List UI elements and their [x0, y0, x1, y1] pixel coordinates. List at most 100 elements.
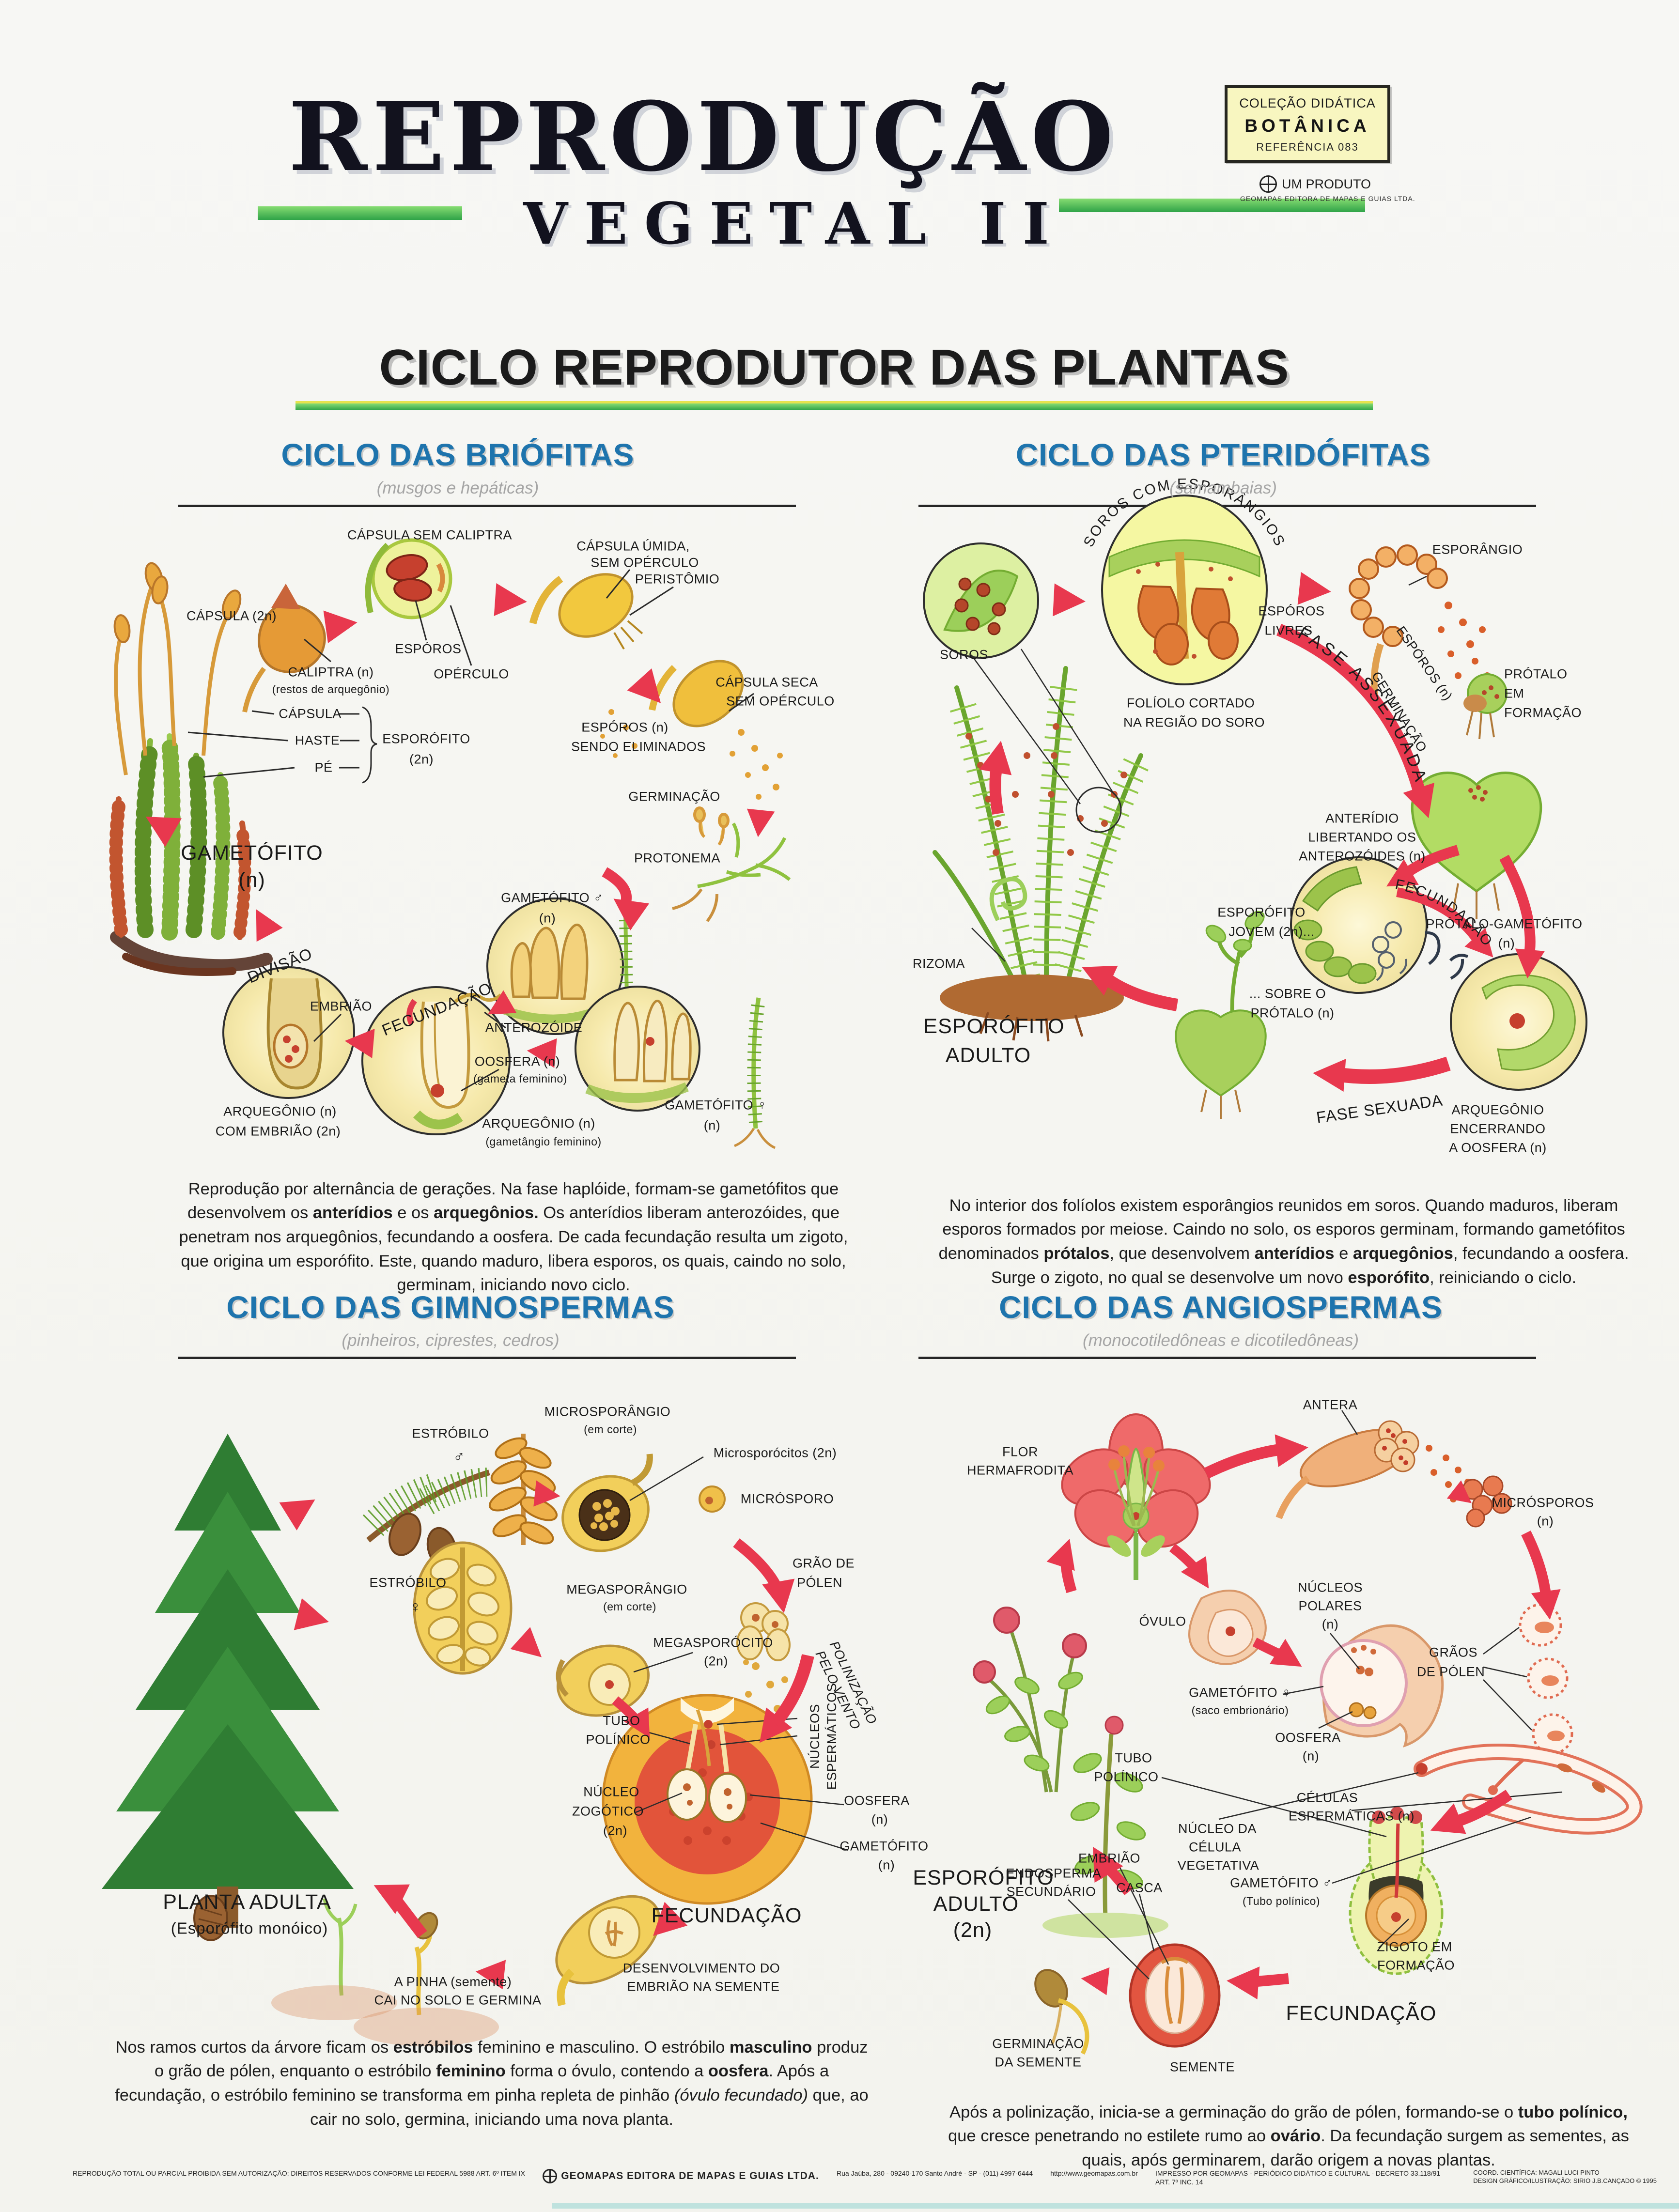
diagram-label: SOROS: [939, 647, 989, 662]
diagram-label: EMBRIÃO: [1078, 1851, 1141, 1866]
diagram-label: GAMETÓFITO: [181, 841, 323, 865]
diagram-label: HASTE: [295, 733, 340, 748]
diagram-label: CALIPTRA (n): [288, 665, 374, 680]
diagram-label: ARQUEGÔNIO (n): [223, 1104, 337, 1119]
diagram-label: GAMETÓFITO: [840, 1839, 929, 1854]
diagram-label: EMBRIÃO: [310, 999, 373, 1014]
diagram-label: NÚCLEOS ESPERMÁTICOS: [807, 1683, 839, 1790]
diagram-label: (n): [1498, 936, 1515, 951]
diagram-label: ESTRÓBILO: [369, 1575, 447, 1590]
diagram-label: ENCERRANDO: [1450, 1121, 1546, 1136]
diagram-label: FECUNDAÇÃO: [651, 1904, 802, 1928]
diagram-label: (n): [878, 1857, 895, 1872]
diagram-label: MEGASPORÓCITO: [653, 1635, 773, 1650]
diagram-label: GAMETÓFITO ♂: [1230, 1875, 1333, 1890]
section-subtitle-gimnospermas: (pinheiros, ciprestes, cedros): [342, 1331, 560, 1350]
diagram-label: ENDOSPERMA: [1006, 1866, 1102, 1881]
diagram-label: LIBERTANDO OS: [1308, 830, 1416, 845]
diagram-label: ESPORÓFITO: [382, 731, 470, 746]
geomapas-logo-icon: [543, 2169, 558, 2183]
diagram-label: ADULTO: [945, 1044, 1031, 1067]
green-bar-right: [1059, 199, 1365, 212]
diagram-label: ARQUEGÔNIO: [1451, 1102, 1544, 1117]
bottom-strip: [552, 2203, 1679, 2209]
diagram-label: CASCA: [1116, 1880, 1163, 1895]
diagram-label: (2n): [409, 752, 434, 767]
diagram-label: EMBRIÃO NA SEMENTE: [627, 1979, 780, 1994]
diagram-label: ZIGOTO EM: [1377, 1939, 1452, 1954]
diagram-label: SENDO ELIMINADOS: [571, 739, 706, 754]
diagram-label: A OOSFERA (n): [1449, 1140, 1547, 1155]
diagram-label: OOSFERA: [844, 1793, 910, 1808]
badge-subject: BOTÂNICA: [1244, 116, 1370, 136]
diagram-label: GAMETÓFITO ♀: [665, 1098, 767, 1113]
diagram-label: CÁPSULA ÚMIDA,: [576, 539, 690, 554]
diagram-label: GERMINAÇÃO: [628, 789, 720, 804]
diagram-label: (em corte): [584, 1423, 637, 1436]
diagram-label: ESPÓROS (n): [581, 720, 668, 735]
diagram-label: FORMAÇÃO: [1377, 1958, 1455, 1973]
section-paragraph: No interior dos folíolos existem esporân…: [938, 1196, 1629, 1287]
product-note-text: UM PRODUTO: [1282, 176, 1371, 191]
diagram-label: GRÃO DE: [792, 1556, 855, 1571]
diagram-label: (2n): [953, 1918, 993, 1942]
diagram-label: (restos de arquegônio): [272, 683, 390, 696]
diagram-label: DE PÓLEN: [1416, 1664, 1485, 1679]
diagram-label: ♀: [409, 1597, 422, 1616]
footer-address: Rua Jaúba, 280 - 09240-170 Santo André -…: [837, 2169, 1033, 2177]
main-title-underline: [295, 403, 1373, 410]
diagram-label: CÁPSULA: [279, 706, 342, 721]
poster-subtitle: VEGETAL II: [523, 190, 1066, 257]
diagram-label: SEMENTE: [1169, 2059, 1235, 2074]
diagram-label: JOVEM (2n)...: [1228, 924, 1315, 939]
diagram-label: ESPERMÁTICAS (n): [1288, 1809, 1415, 1824]
diagram-label: POLÍNICO: [1094, 1769, 1159, 1784]
diagram-label: GAMETÓFITO ♀: [1189, 1685, 1291, 1700]
diagram-label: ANTERÍDIO: [1325, 811, 1399, 826]
diagram-label: ANTEROZÓIDES (n): [1299, 849, 1426, 864]
diagram-label: COM EMBRIÃO (2n): [215, 1124, 341, 1139]
footer-printing: IMPRESSO POR GEOMAPAS - PERIÓDICO DIDÁTI…: [1155, 2169, 1441, 2186]
section-subtitle-pteridofitas: (samambaias): [1169, 479, 1277, 497]
footer-publisher: GEOMAPAS EDITORA DE MAPAS E GUIAS LTDA.: [543, 2169, 819, 2183]
section-subtitle-briofitas: (musgos e hepáticas): [376, 479, 539, 497]
diagram-label: (em corte): [603, 1600, 656, 1613]
poster-title: REPRODUÇÃO: [288, 81, 1119, 193]
page-title: CICLO REPRODUTOR DAS PLANTAS: [379, 340, 1290, 396]
diagram-label: SECUNDÁRIO: [1006, 1884, 1096, 1899]
footer-website: http://www.geomapas.com.br: [1050, 2169, 1138, 2177]
diagram-label: MEGASPORÂNGIO: [566, 1582, 687, 1597]
diagram-label: A PINHA (semente): [394, 1974, 512, 1989]
footer-credits: COORD. CIENTÍFICA: MAGALI LUCI PINTO DES…: [1473, 2169, 1657, 2185]
diagram-label: NÚCLEOS: [1297, 1580, 1363, 1595]
diagram-label: EM: [1504, 686, 1524, 701]
diagram-label: PERISTÔMIO: [635, 572, 720, 587]
section-paragraph: Reprodução por alternância de gerações. …: [179, 1179, 848, 1295]
diagram-label: PROTONEMA: [634, 851, 721, 866]
diagram-label: CÁPSULA SECA: [715, 675, 818, 690]
diagram-label: (n): [539, 911, 556, 926]
diagram-label: GRÃOS: [1429, 1645, 1478, 1660]
diagram-label: ESTRÓBILO: [412, 1426, 489, 1441]
diagram-label: NA REGIÃO DO SORO: [1123, 715, 1265, 730]
diagram-label: OOSFERA (n): [474, 1054, 560, 1069]
section-title-briofitas: CICLO DAS BRIÓFITAS: [281, 437, 635, 472]
section-paragraph: Após a polinização, inicia-se a germinaç…: [948, 2103, 1629, 2169]
section-title-pteridofitas: CICLO DAS PTERIDÓFITAS: [1015, 437, 1431, 472]
diagram-label: ÓVULO: [1139, 1614, 1186, 1629]
footer-legal: REPRODUÇÃO TOTAL OU PARCIAL PROIBIDA SEM…: [73, 2169, 526, 2177]
diagram-label: TUBO: [603, 1713, 640, 1728]
diagram-label: LIVRES: [1264, 623, 1313, 638]
diagram-label: POLARES: [1298, 1598, 1362, 1613]
diagram-label: (n): [238, 868, 265, 892]
section-title-gimnospermas: CICLO DAS GIMNOSPERMAS: [226, 1290, 675, 1325]
diagram-label: ARQUEGÔNIO (n): [482, 1116, 595, 1131]
diagram-label: TUBO: [1115, 1750, 1152, 1765]
diagram-label: ESPORÂNGIO: [1432, 542, 1523, 557]
diagram-label: ZOGÓTICO: [572, 1804, 644, 1819]
diagram-label: (gametângio feminino): [485, 1135, 602, 1148]
diagram-label: (2n): [703, 1654, 729, 1669]
diagram-label: (n): [1302, 1748, 1320, 1763]
